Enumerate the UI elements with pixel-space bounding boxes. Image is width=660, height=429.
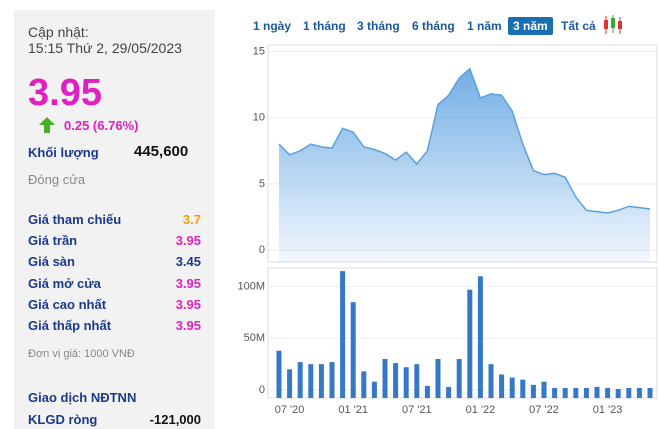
volume-bar	[509, 377, 515, 398]
tab[interactable]: 3 năm	[508, 17, 553, 35]
volume-bar	[456, 358, 462, 398]
volume-bar	[615, 388, 621, 398]
price: 3.95	[28, 72, 102, 114]
volume-bar	[371, 381, 377, 398]
x-tick-label: 07 '20	[275, 404, 305, 416]
row-label: Giá tham chiếu	[28, 212, 122, 227]
volume-bar	[573, 387, 579, 398]
volume-bar	[446, 386, 452, 398]
volume-frame	[267, 267, 658, 399]
volume-bar	[382, 358, 388, 398]
y-tick-label: 0	[259, 244, 265, 256]
volume-bar	[435, 358, 441, 398]
tab[interactable]: Tất cả	[561, 19, 596, 33]
tab[interactable]: 1 tháng	[303, 19, 346, 33]
close-label: Đóng cửa	[28, 172, 86, 187]
y-tick-label: 50M	[244, 332, 265, 344]
volume-bar	[552, 387, 558, 398]
volume-bar	[636, 387, 642, 398]
row-value: 3.95	[175, 318, 201, 333]
volume-bar	[393, 363, 399, 398]
volume-bar	[605, 387, 611, 398]
volume-bar	[318, 364, 324, 398]
y-tick-label: 15	[253, 46, 265, 58]
row-value: 3.95	[175, 233, 201, 249]
price-line	[278, 67, 651, 214]
tab[interactable]: 3 tháng	[357, 19, 400, 33]
x-tick-label: 07 '22	[529, 404, 559, 416]
row-label: Giá thấp nhất	[28, 318, 112, 333]
row-label: Giá mở cửa	[28, 275, 101, 291]
volume-bar	[287, 369, 293, 398]
row-value: 3.45	[175, 254, 201, 270]
volume-bar	[594, 386, 600, 398]
x-tick-label: 01 '22	[466, 404, 496, 416]
tab[interactable]: 6 tháng	[412, 19, 455, 33]
x-tick-label: 07 '21	[402, 404, 432, 416]
volume-bar	[626, 387, 632, 398]
y-tick-label: 100M	[237, 281, 265, 293]
up-arrow	[39, 117, 55, 133]
volume-bar	[361, 371, 367, 398]
volume-bar	[499, 374, 505, 398]
row-label: Giá trần	[28, 233, 78, 249]
updated-label: Cập nhật:	[28, 24, 89, 40]
x-tick-label: 01 '23	[593, 404, 623, 416]
volume-bar	[488, 364, 494, 398]
y-tick-label: 5	[259, 178, 265, 190]
info-panel: Cập nhật: 15:15 Thứ 2, 29/05/2023 3.95 0…	[14, 10, 215, 429]
x-tick-label: 01 '21	[338, 404, 368, 416]
updated-time: 15:15 Thứ 2, 29/05/2023	[28, 40, 182, 56]
row-label: Giá cao nhất	[28, 296, 107, 312]
unit-note: Đơn vị giá: 1000 VNĐ	[28, 348, 135, 360]
volume-bar	[424, 385, 430, 398]
volume-bar	[477, 276, 483, 398]
foreign-title: Giao dịch NĐTNN	[28, 390, 137, 405]
price-area	[279, 68, 650, 262]
volume-bar	[541, 381, 547, 398]
y-tick-label: 0	[259, 384, 265, 396]
volume-bar	[308, 364, 314, 398]
volume: 445,600	[134, 143, 189, 160]
row-value: 3.95	[175, 296, 201, 312]
volume-bar	[297, 362, 303, 398]
row-label: Giá sàn	[28, 254, 75, 270]
volume-bar	[403, 367, 409, 398]
volume-bar	[647, 387, 653, 398]
candle-icon[interactable]	[602, 14, 624, 36]
volume-bar	[467, 289, 473, 398]
foreign-label: KLGD ròng	[28, 412, 98, 427]
row-value: 3.7	[182, 212, 201, 227]
y-tick-label: 10	[253, 112, 265, 124]
volume-bar	[276, 350, 282, 398]
volume-bar	[340, 271, 346, 398]
volume-bar	[329, 362, 335, 398]
volume-bar	[350, 302, 356, 398]
volume-label: Khối lượng	[28, 145, 99, 160]
volume-bar	[520, 379, 526, 398]
volume-bar	[530, 384, 536, 398]
volume-bar	[583, 387, 589, 398]
volume-bar	[414, 364, 420, 398]
tab[interactable]: 1 năm	[467, 19, 502, 33]
row-value: 3.95	[175, 275, 201, 291]
tab[interactable]: 1 ngày	[253, 19, 292, 33]
change: 0.25 (6.76%)	[64, 118, 139, 133]
foreign-value: -121,000	[149, 412, 201, 427]
volume-bar	[562, 387, 568, 398]
